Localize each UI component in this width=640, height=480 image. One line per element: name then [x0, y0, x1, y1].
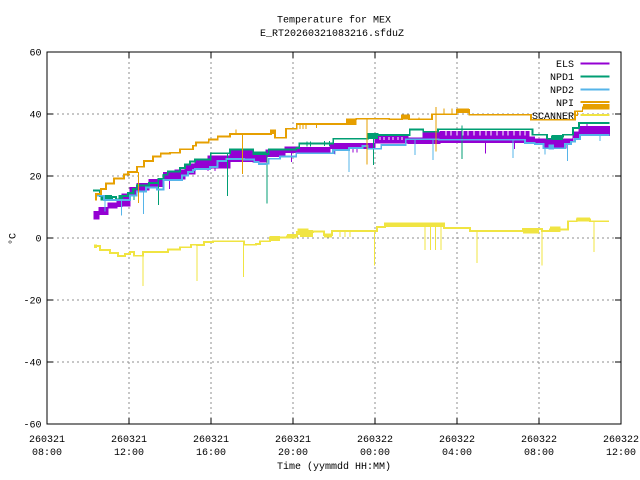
- svg-text:04:00: 04:00: [442, 448, 472, 459]
- svg-text:00:00: 00:00: [360, 448, 390, 459]
- svg-text:°C: °C: [8, 233, 20, 245]
- svg-text:260322: 260322: [357, 435, 393, 446]
- svg-text:Temperature for MEX: Temperature for MEX: [277, 14, 391, 26]
- svg-text:SCANNER: SCANNER: [532, 112, 574, 123]
- svg-text:ELS: ELS: [556, 60, 574, 71]
- svg-text:NPI: NPI: [556, 99, 574, 110]
- svg-text:260321: 260321: [111, 435, 147, 446]
- svg-text:60: 60: [29, 49, 41, 60]
- svg-text:-40: -40: [23, 359, 41, 370]
- svg-text:08:00: 08:00: [32, 448, 62, 459]
- svg-text:-60: -60: [23, 421, 41, 432]
- svg-text:260321: 260321: [275, 435, 311, 446]
- svg-text:E_RT20260321083216.sfduZ: E_RT20260321083216.sfduZ: [260, 28, 404, 40]
- svg-text:260322: 260322: [521, 435, 557, 446]
- svg-text:20:00: 20:00: [278, 448, 308, 459]
- svg-text:12:00: 12:00: [114, 448, 144, 459]
- svg-text:NPD2: NPD2: [550, 86, 574, 97]
- svg-text:16:00: 16:00: [196, 448, 226, 459]
- svg-text:260322: 260322: [439, 435, 475, 446]
- svg-text:260321: 260321: [193, 435, 229, 446]
- svg-text:12:00: 12:00: [606, 448, 636, 459]
- svg-text:260322: 260322: [603, 435, 639, 446]
- svg-text:Time (yymmdd HH:MM): Time (yymmdd HH:MM): [277, 461, 391, 473]
- svg-text:20: 20: [29, 173, 41, 184]
- svg-text:08:00: 08:00: [524, 448, 554, 459]
- svg-text:260321: 260321: [29, 435, 65, 446]
- svg-text:0: 0: [35, 235, 41, 246]
- svg-text:NPD1: NPD1: [550, 73, 574, 84]
- svg-text:-20: -20: [23, 297, 41, 308]
- svg-text:40: 40: [29, 111, 41, 122]
